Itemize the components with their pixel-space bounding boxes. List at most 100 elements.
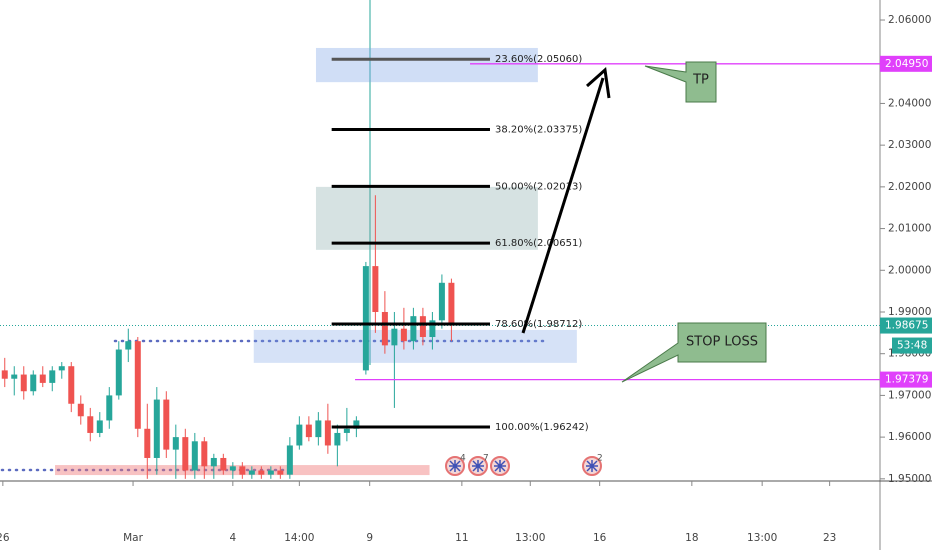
zone [289, 465, 430, 476]
candle-body [201, 441, 208, 467]
candle-body [153, 399, 160, 458]
candle-body [182, 437, 189, 471]
candle-body [134, 341, 141, 429]
fib-label: 61.80%(2.00651) [495, 238, 582, 249]
tp-label: TP [692, 73, 709, 88]
candle-body [20, 374, 27, 392]
candle-body [267, 470, 274, 475]
candle-body [362, 266, 369, 371]
candle-body [191, 441, 198, 471]
event-flag [494, 460, 506, 472]
y-tick-label: 1.97000 [888, 389, 931, 401]
y-tick-label: 2.03000 [888, 139, 931, 151]
current-price-tag [880, 317, 932, 334]
candle-body [220, 457, 227, 471]
x-tick-label: 13:00 [515, 532, 545, 544]
candle-body [391, 328, 398, 346]
zone [315, 186, 538, 250]
x-tick-label: 26 [0, 532, 10, 544]
candle-body [419, 316, 426, 338]
event-count: 4 [460, 454, 466, 464]
event-count: 7 [483, 454, 489, 464]
candle-body [163, 399, 170, 450]
candle-body [372, 266, 379, 312]
candle-body [438, 282, 445, 321]
event-flag [449, 460, 461, 472]
candle-body [448, 282, 455, 326]
fib-label: 38.20%(2.03375) [495, 125, 582, 136]
x-tick-label: 16 [593, 532, 607, 544]
candle-body [11, 374, 18, 379]
candle-body [239, 466, 246, 475]
price-tag [880, 55, 932, 72]
candle-body [400, 328, 407, 342]
candle-body [125, 341, 132, 350]
candle-body [248, 470, 255, 475]
candle-body [144, 428, 151, 458]
x-tick-label: 18 [685, 532, 698, 544]
sl-label: STOP LOSS [686, 335, 758, 350]
candle-body [106, 395, 113, 421]
candle-body [58, 366, 65, 371]
candle-body [49, 370, 56, 383]
fib-label: 23.60%(2.05060) [495, 54, 582, 65]
candle-body [334, 432, 341, 446]
candle-body [381, 311, 388, 346]
candle-body [429, 320, 436, 338]
y-tick-label: 2.02000 [888, 181, 931, 193]
price-tag [880, 371, 932, 388]
candle-body [39, 374, 46, 383]
tp-callout [644, 61, 717, 103]
countdown-tag [892, 337, 932, 354]
price-tag-label: 2.04950 [885, 58, 928, 70]
candle-body [77, 403, 84, 417]
candle-body [277, 470, 284, 475]
y-tick-label: 1.95000 [888, 473, 931, 485]
candle-body [115, 349, 122, 396]
x-tick-label: 11 [455, 532, 468, 544]
candle-body [258, 470, 265, 475]
candle-body [315, 420, 322, 438]
price-tag-label: 1.97379 [885, 374, 928, 386]
arrow [521, 77, 605, 334]
candle-body [210, 457, 217, 467]
y-tick-label: 2.00000 [888, 264, 931, 276]
x-tick-label: 23 [823, 532, 836, 544]
sl-callout [621, 322, 767, 383]
zone [55, 465, 290, 476]
fib-label: 100.00%(1.96242) [495, 422, 589, 433]
y-tick-label: 2.01000 [888, 223, 931, 235]
x-tick-label: 13:00 [747, 532, 777, 544]
candle-body [286, 445, 293, 475]
event-count: 2 [597, 454, 603, 464]
current-price-label: 1.98675 [885, 320, 928, 332]
candle-body [87, 416, 94, 433]
x-tick-label: Mar [123, 532, 143, 544]
event-flag [586, 460, 598, 472]
x-tick-label: 14:00 [284, 532, 314, 544]
candle-body [296, 424, 303, 446]
candle-body [96, 420, 103, 433]
candle-body [229, 466, 236, 471]
candle-body [30, 374, 37, 392]
candle-body [172, 437, 179, 450]
countdown: 53:48 [897, 340, 927, 352]
fib-label: 78.60%(1.98712) [495, 319, 582, 330]
candle-body [324, 420, 331, 446]
event-flag [472, 460, 484, 472]
candle-body [68, 366, 75, 404]
zone [315, 47, 538, 83]
y-tick-label: 1.96000 [888, 431, 931, 443]
candle-body [353, 420, 360, 429]
x-tick-label: 4 [229, 532, 236, 544]
arrow-head [586, 67, 611, 99]
y-tick-label: 1.99000 [888, 306, 931, 318]
candle-body [410, 316, 417, 342]
fib-label: 50.00%(2.02013) [495, 181, 582, 192]
candle-body [343, 428, 350, 433]
y-tick-label: 2.06000 [888, 14, 931, 26]
y-tick-label: 2.04000 [888, 97, 931, 109]
x-tick-label: 9 [366, 532, 373, 544]
